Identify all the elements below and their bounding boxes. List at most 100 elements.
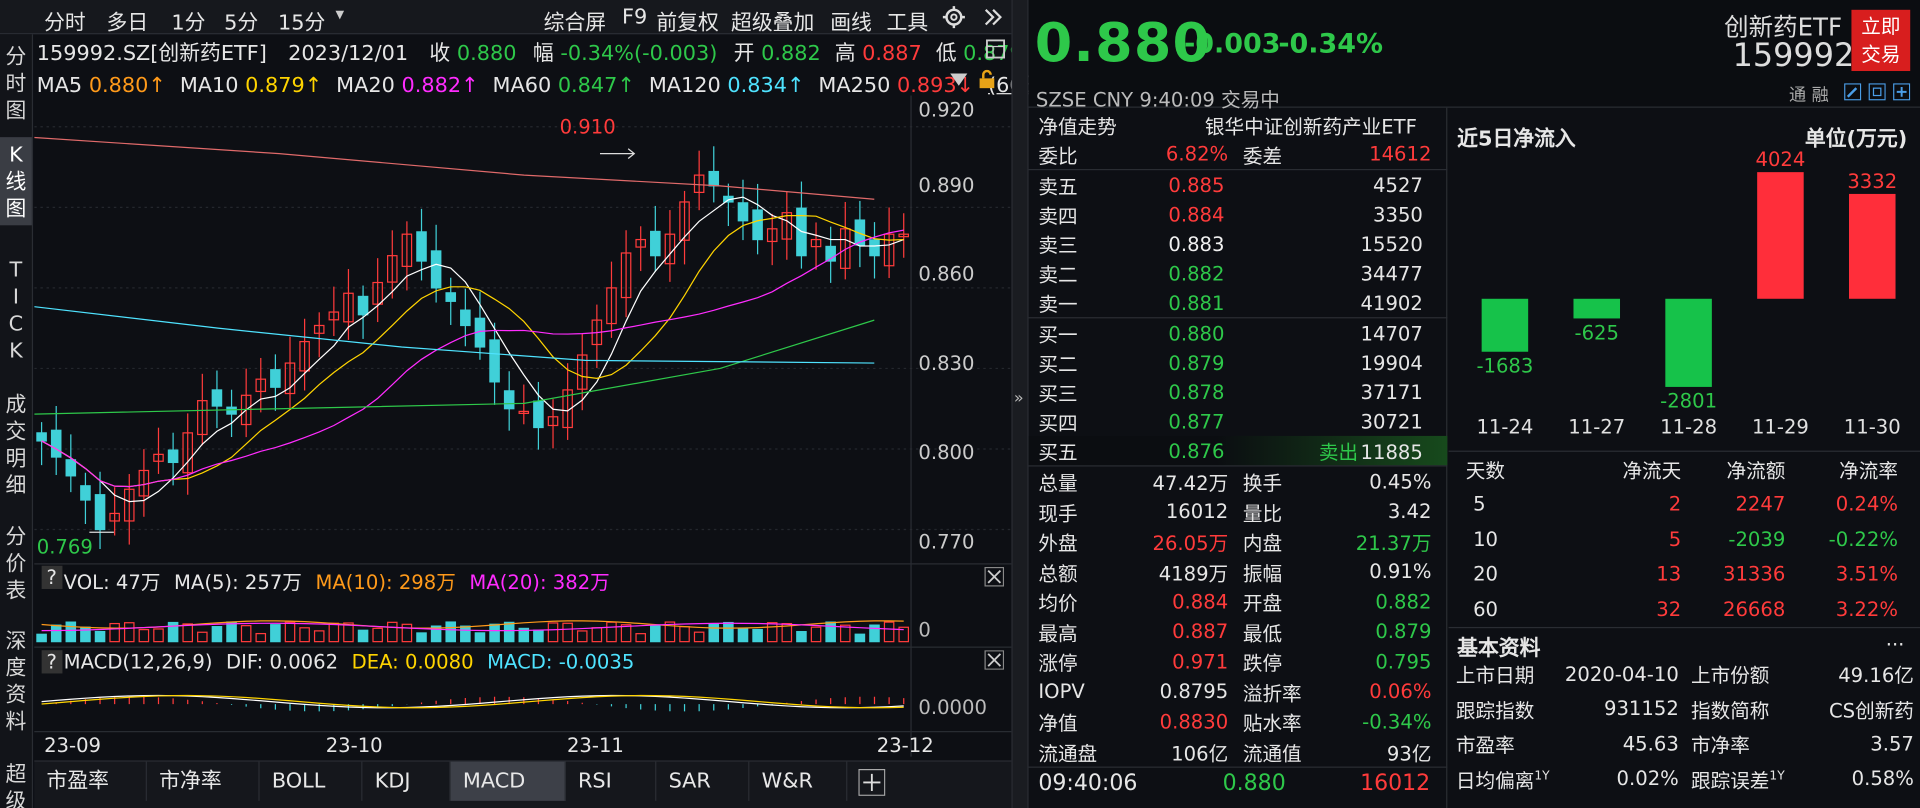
candle-body (460, 309, 471, 327)
stat-label: 开盘 (1242, 591, 1283, 616)
macd-help-button[interactable]: ? (41, 650, 62, 674)
indicator-tab[interactable]: BOLL (260, 761, 363, 801)
toolbar-draw[interactable]: 画线 (830, 11, 872, 36)
bid-row[interactable]: 买一 0.880 14707 (1029, 318, 1448, 347)
collapse-double-chevron-icon[interactable] (982, 6, 1004, 28)
level-price: 0.882 (1168, 261, 1225, 285)
stat-row: 外盘 26.05万 内盘 21.37万 (1029, 527, 1448, 557)
left-tab[interactable]: T I C K (8, 258, 24, 364)
bid-row[interactable]: 买二 0.879 19904 (1029, 348, 1448, 377)
indicator-tab[interactable]: 市净率 (147, 761, 260, 801)
stat-label: 总量 (1038, 471, 1078, 496)
volume-bar (796, 631, 807, 643)
volume-bar (284, 621, 296, 643)
level-price: 0.884 (1168, 202, 1225, 226)
level-volume: 41902 (1360, 290, 1423, 315)
basic-info-row: 市盈率 45.63 市净率 3.57 (1449, 726, 1920, 761)
macd-close-icon[interactable] (984, 650, 1005, 670)
toolbar-f9[interactable]: F9 (622, 4, 648, 30)
left-tab[interactable]: 分 价 表 (5, 525, 27, 604)
ask-row[interactable]: 卖一 0.881 41902 (1029, 288, 1448, 317)
period-dropdown-arrow-icon[interactable] (949, 71, 969, 88)
toolbar-zonghe[interactable]: 综合屏 (543, 11, 607, 36)
indicator-tab[interactable]: RSI (566, 761, 657, 801)
ask-row[interactable]: 卖四 0.884 3350 (1029, 200, 1448, 229)
add-watch-icon[interactable] (1893, 83, 1911, 101)
candle-body (284, 362, 296, 395)
toolbar-item-1min[interactable]: 1分 (171, 11, 206, 36)
toolbar-item-5min[interactable]: 5分 (224, 11, 259, 36)
edit-icon[interactable] (1844, 83, 1862, 101)
volume-bar (50, 624, 62, 643)
flow-bar (1848, 193, 1896, 299)
stat-value: 0.882 (1375, 589, 1432, 614)
macd-axis-zero: 0.0000 (918, 695, 987, 719)
lock-icon[interactable] (977, 69, 997, 90)
indicator-tab[interactable]: SAR (656, 761, 750, 801)
candle-body (635, 238, 646, 248)
period-dropdown-icon[interactable]: ▾ (335, 4, 345, 25)
window-icon[interactable] (1868, 83, 1886, 101)
candle-body (416, 231, 427, 262)
volume-bar (883, 621, 895, 643)
left-tab[interactable]: 分 时 图 (5, 45, 27, 124)
ask-row[interactable]: 卖五 0.885 4527 (1029, 170, 1448, 199)
indicator-tab[interactable]: KDJ (362, 761, 451, 801)
bid-row[interactable]: 买四 0.877 30721 (1029, 407, 1448, 436)
low-annotation: 0.769 (36, 535, 93, 559)
weibi-row: 委比 6.82% 委差 14612 (1029, 138, 1445, 169)
stat-label: 溢折率 (1242, 681, 1302, 706)
ma-legend: MA5 0.880↑ MA10 0.879↑ MA20 0.882↑ MA60 … (36, 67, 1052, 98)
toolbar-tools[interactable]: 工具 (886, 11, 929, 36)
bid-row[interactable]: 买五 0.876 卖出 11885 (1028, 435, 1448, 466)
left-tab[interactable]: K 线 图 (0, 137, 32, 226)
stats-list: 总量 47.42万 换手 0.45% 现手 16012 量比 3.42 外盘 26.05万 内盘 21… (1029, 467, 1448, 767)
level-price: 0.877 (1168, 409, 1225, 433)
trade-now-button[interactable]: 立即 交易 (1851, 9, 1911, 72)
level-price: 0.879 (1168, 350, 1225, 375)
toolbar-item-fenshi[interactable]: 分时 (44, 11, 86, 36)
left-tab[interactable]: 深 度 资 料 (5, 629, 27, 735)
price-change-pct: -0.34% (1278, 29, 1384, 61)
volume-bar (781, 622, 793, 643)
flow-category-label: 11-24 (1476, 415, 1533, 438)
weibi-label: 委比 (1038, 143, 1078, 168)
toolbar-item-15min[interactable]: 15分 (277, 11, 326, 36)
basic-text: 931152 (1603, 697, 1679, 721)
table-toggle-icon[interactable] (984, 38, 1006, 60)
indicator-tab[interactable]: MACD (450, 761, 566, 801)
nav-trend-link[interactable]: 净值走势 (1038, 115, 1117, 139)
indicator-tab[interactable]: 市盈率 (34, 761, 147, 801)
stat-value: 21.37万 (1355, 531, 1432, 556)
left-tab[interactable]: 超 级 (5, 762, 27, 808)
bid-row[interactable]: 买三 0.878 37171 (1029, 377, 1448, 406)
vol-close-icon[interactable] (984, 566, 1005, 587)
last-trade-volume: 16012 (1360, 770, 1431, 796)
candle-body (503, 390, 515, 410)
ma5-label: MA5 (36, 73, 83, 98)
indicator-tab[interactable]: W&R (749, 761, 848, 801)
volume-bar (474, 632, 486, 643)
basic-value: 2020-04-10 (1556, 662, 1679, 685)
candle-body (430, 250, 442, 289)
toolbar-overlay[interactable]: 超级叠加 (731, 11, 815, 36)
expand-right-icon[interactable]: » (1013, 389, 1024, 408)
panel-splitter[interactable] (1011, 0, 1029, 808)
volume-bar (737, 628, 749, 643)
flow-cell: 10 (1473, 527, 1499, 551)
candlestick-chart[interactable] (34, 95, 1012, 757)
ask-row[interactable]: 卖三 0.883 15520 (1029, 229, 1448, 258)
vol-help-button[interactable]: ? (41, 565, 62, 589)
left-tab[interactable]: 成 交 明 细 (5, 393, 27, 499)
add-indicator-icon[interactable] (858, 768, 886, 796)
ask-row[interactable]: 卖二 0.882 34477 (1029, 258, 1448, 287)
stat-row: 净值 0.8830 贴水率 -0.34% (1029, 707, 1448, 737)
candle-body (766, 228, 778, 243)
toolbar-item-duori[interactable]: 多日 (106, 11, 149, 36)
gear-icon[interactable] (942, 5, 966, 29)
flow-cell: 3.51% (1835, 562, 1898, 586)
weicha-value: 14612 (1369, 142, 1432, 166)
volume-bar (650, 624, 661, 643)
basic-info-more[interactable]: ... (1885, 626, 1905, 651)
toolbar-fuquan[interactable]: 前复权 (656, 11, 719, 36)
